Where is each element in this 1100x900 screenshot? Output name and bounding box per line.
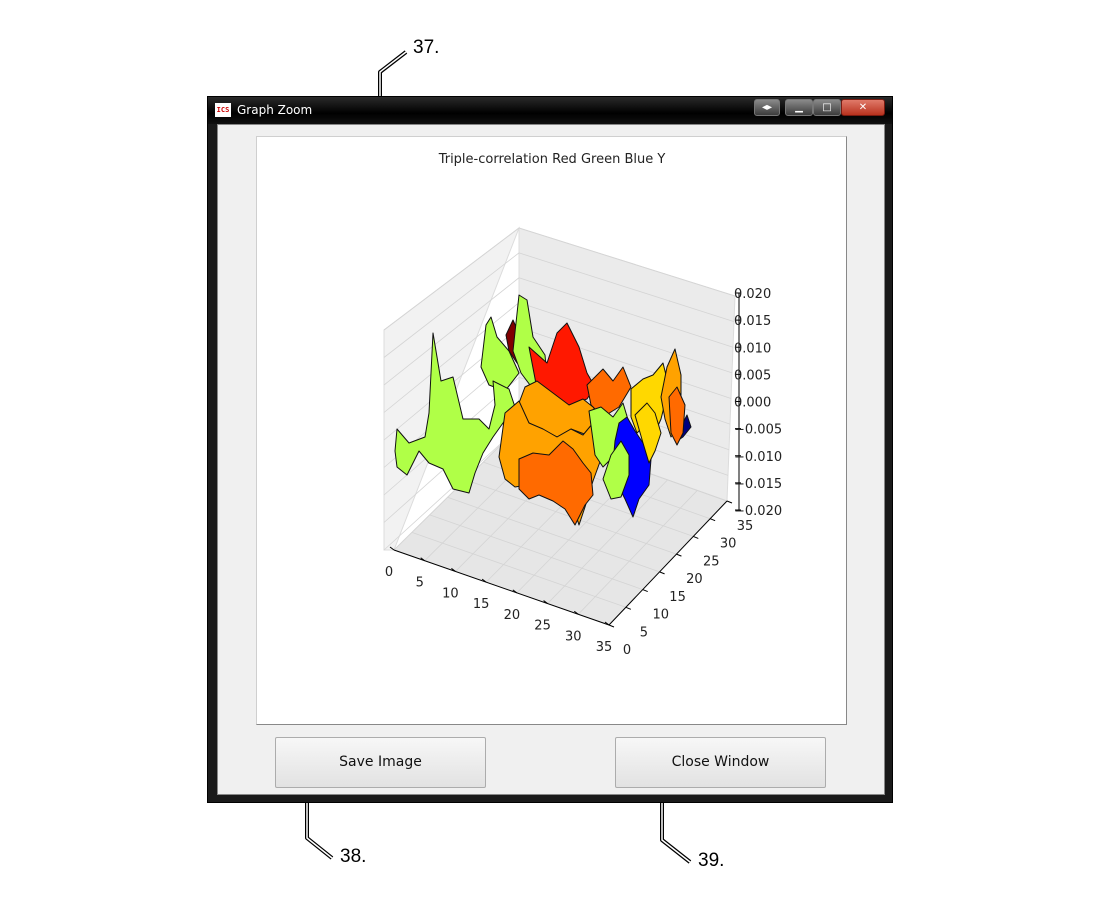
close-icon[interactable]: ✕ bbox=[841, 99, 885, 116]
z-tick-label: 0.005 bbox=[734, 368, 771, 383]
z-tick-label: −0.020 bbox=[734, 504, 782, 519]
z-tick-label: 0.020 bbox=[734, 287, 771, 302]
title-bar[interactable]: ICS Graph Zoom ◂▸ ▁ □ ✕ bbox=[208, 97, 892, 124]
maximize-button[interactable]: □ bbox=[813, 99, 841, 116]
surface-plot: Triple-correlation Red Green Blue Y 0510… bbox=[383, 152, 782, 658]
z-tick-label: 0.010 bbox=[734, 341, 771, 356]
y-tick-label: 30 bbox=[720, 537, 737, 552]
chart-title: Triple-correlation Red Green Blue Y bbox=[438, 152, 666, 167]
callout-label-37: 37. bbox=[413, 37, 440, 58]
x-tick-label: 25 bbox=[534, 619, 551, 634]
surface-patch bbox=[518, 440, 594, 526]
graph-zoom-window: ICS Graph Zoom ◂▸ ▁ □ ✕ Triple-correlati… bbox=[207, 96, 893, 803]
surface-patch bbox=[634, 402, 662, 464]
y-tick-label: 35 bbox=[737, 519, 754, 534]
minimize-button[interactable]: ▁ bbox=[785, 99, 813, 116]
x-tick-label: 5 bbox=[416, 576, 424, 591]
x-tick-label: 0 bbox=[385, 565, 393, 580]
y-tick-label: 0 bbox=[623, 643, 631, 658]
x-tick-label: 15 bbox=[473, 597, 490, 612]
close-window-button[interactable]: Close Window bbox=[615, 737, 826, 788]
y-tick-label: 25 bbox=[703, 554, 720, 569]
x-tick-label: 30 bbox=[565, 629, 582, 644]
surface-patch bbox=[602, 440, 630, 500]
z-tick-label: −0.015 bbox=[734, 477, 782, 492]
z-tick-label: 0.000 bbox=[734, 396, 771, 411]
y-tick-label: 20 bbox=[686, 572, 703, 587]
y-tick-label: 15 bbox=[669, 590, 686, 605]
graph-canvas: Triple-correlation Red Green Blue Y 0 5 10… bbox=[256, 136, 847, 725]
x-tick-label: 20 bbox=[504, 608, 521, 623]
surface-patch bbox=[480, 316, 520, 392]
save-image-button[interactable]: Save Image bbox=[275, 737, 486, 788]
x-tick-label: 10 bbox=[442, 586, 459, 601]
window-client-area: Triple-correlation Red Green Blue Y 0 5 10… bbox=[217, 124, 885, 795]
y-tick-label: 10 bbox=[652, 608, 669, 623]
axis-lines bbox=[389, 292, 741, 628]
z-tick-label: 0.015 bbox=[734, 314, 771, 329]
app-icon: ICS bbox=[215, 103, 231, 117]
close-window-label: Close Window bbox=[671, 754, 770, 770]
window-title: Graph Zoom bbox=[237, 103, 313, 117]
save-image-label: Save Image bbox=[339, 754, 422, 770]
surface-polygons bbox=[394, 294, 692, 526]
x-tick-label: 35 bbox=[596, 640, 613, 655]
callout-label-39: 39. bbox=[698, 850, 725, 871]
callout-label-38: 38. bbox=[340, 846, 367, 867]
resize-arrows-icon[interactable]: ◂▸ bbox=[754, 99, 780, 116]
surface-patch bbox=[668, 386, 686, 446]
z-tick-label: −0.010 bbox=[734, 450, 782, 465]
y-tick-label: 5 bbox=[640, 625, 648, 640]
z-tick-label: −0.005 bbox=[734, 423, 782, 438]
